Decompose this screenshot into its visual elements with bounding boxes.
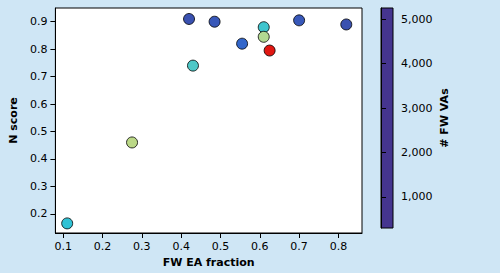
svg-text:0.3: 0.3 — [133, 240, 151, 253]
svg-text:0.2: 0.2 — [30, 207, 48, 220]
svg-text:0.5: 0.5 — [30, 125, 48, 138]
svg-text:0.5: 0.5 — [212, 240, 230, 253]
svg-text:0.3: 0.3 — [30, 180, 48, 193]
svg-text:# FW VAs: # FW VAs — [438, 88, 451, 148]
svg-text:0.6: 0.6 — [30, 98, 48, 111]
svg-text:5,000: 5,000 — [401, 13, 433, 26]
svg-text:0.7: 0.7 — [290, 240, 308, 253]
svg-text:0.4: 0.4 — [30, 152, 48, 165]
svg-text:0.8: 0.8 — [330, 240, 348, 253]
svg-text:2,000: 2,000 — [401, 146, 433, 159]
svg-text:0.7: 0.7 — [30, 70, 48, 83]
svg-text:0.6: 0.6 — [251, 240, 269, 253]
svg-text:0.8: 0.8 — [30, 43, 48, 56]
svg-text:0.1: 0.1 — [55, 240, 73, 253]
svg-text:0.2: 0.2 — [94, 240, 112, 253]
svg-text:FW EA fraction: FW EA fraction — [163, 256, 255, 269]
svg-text:4,000: 4,000 — [401, 57, 433, 70]
svg-text:1,000: 1,000 — [401, 190, 433, 203]
svg-text:3,000: 3,000 — [401, 102, 433, 115]
svg-text:0.4: 0.4 — [172, 240, 190, 253]
svg-text:N score: N score — [7, 97, 20, 144]
svg-text:0.9: 0.9 — [30, 15, 48, 28]
